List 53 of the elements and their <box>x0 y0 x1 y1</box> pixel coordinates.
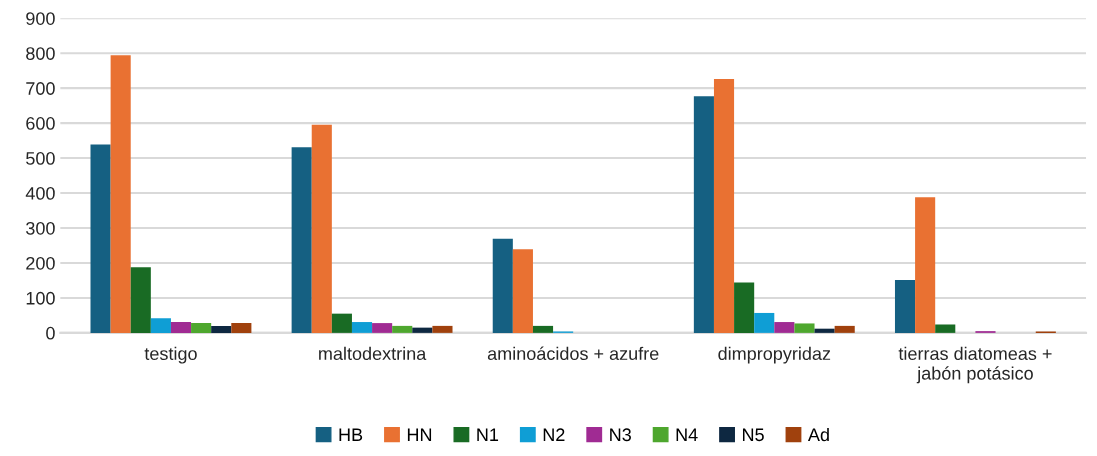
legend-label: N1 <box>477 428 499 441</box>
legend-label: HN <box>407 428 432 441</box>
x-tick-label: aminoácidos + azufre <box>487 346 659 361</box>
y-tick-label: 100 <box>26 291 55 305</box>
bar <box>754 312 775 333</box>
bar <box>713 79 735 333</box>
bar <box>231 323 252 333</box>
y-tick-label: 200 <box>26 256 55 270</box>
bar <box>311 124 332 333</box>
x-tick-label: tierras diatomeas + jabón potásico <box>898 346 1052 384</box>
bar <box>170 322 192 333</box>
y-tick-label: 0 <box>46 326 55 340</box>
bar <box>935 324 956 333</box>
bar <box>90 144 111 333</box>
bar <box>392 325 413 333</box>
legend-label: N2 <box>543 428 565 441</box>
x-tick-label: maltodextrina <box>319 346 427 361</box>
bar <box>834 325 855 333</box>
legend-label: N5 <box>742 428 764 442</box>
bar <box>915 197 936 333</box>
legend-label: Ad <box>807 427 829 442</box>
y-tick-label: 300 <box>26 221 55 235</box>
bar <box>150 318 171 333</box>
bar <box>351 322 373 333</box>
legend-label: HB <box>339 428 363 441</box>
y-tick-label: 400 <box>25 186 55 200</box>
bar <box>532 325 554 333</box>
y-tick-label: 800 <box>26 47 55 60</box>
bar <box>412 327 433 333</box>
bar <box>291 147 312 333</box>
bar <box>211 325 232 333</box>
legend-label: N3 <box>610 428 631 442</box>
bar <box>130 267 151 333</box>
bar <box>372 323 393 333</box>
bar <box>814 328 835 333</box>
bar <box>110 55 131 333</box>
bar <box>492 238 513 333</box>
y-tick-label: 500 <box>26 152 55 165</box>
bar <box>331 313 352 333</box>
y-tick-label: 600 <box>26 117 55 130</box>
bar <box>894 280 916 333</box>
x-tick-label: dimpropyridaz <box>718 346 831 364</box>
bar <box>512 249 533 333</box>
bar <box>774 322 795 333</box>
bar <box>794 323 815 333</box>
y-tick-label: 700 <box>26 82 55 95</box>
x-tick-label: testigo <box>144 346 197 364</box>
legend-label: N4 <box>676 428 698 441</box>
bar <box>734 282 755 333</box>
bar <box>191 323 212 333</box>
y-tick-label: 900 <box>26 12 55 25</box>
bar <box>432 325 453 333</box>
bar <box>693 96 714 333</box>
